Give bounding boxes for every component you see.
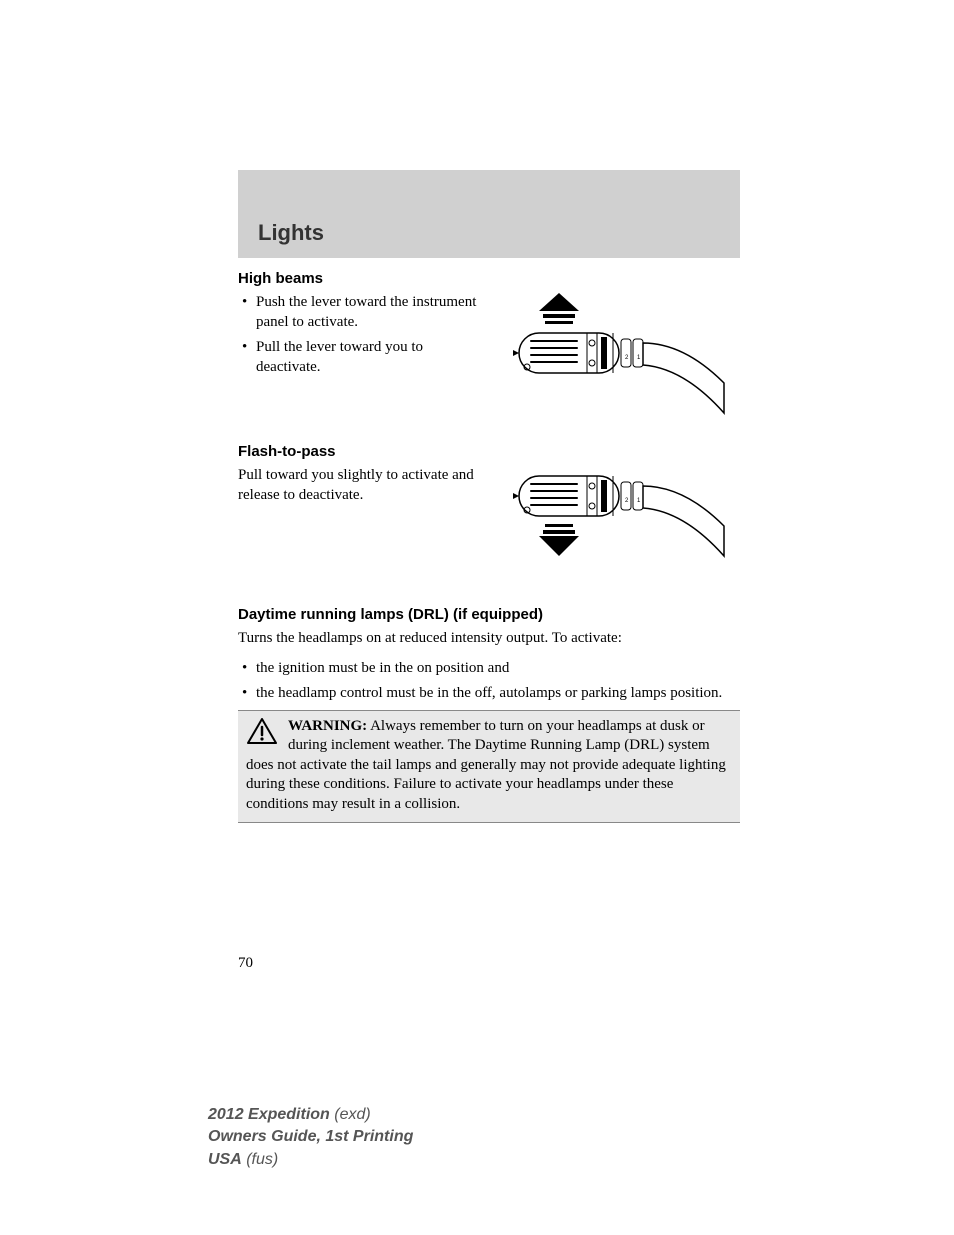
warning-box: WARNING: Always remember to turn on your… [238,710,740,824]
footer-guide: Owners Guide, 1st Printing [208,1128,413,1145]
list-item: the ignition must be in the on position … [238,659,740,679]
flash-to-pass-text-col: Pull toward you slightly to activate and… [238,466,488,586]
high-beams-row: Push the lever toward the instrument pan… [238,293,740,423]
high-beams-heading: High beams [238,270,740,287]
page-content: Lights High beams Push the lever toward … [238,170,740,843]
drl-body: Turns the headlamps on at reduced intens… [238,629,740,649]
high-beams-section: High beams Push the lever toward the ins… [238,270,740,423]
flash-to-pass-body: Pull toward you slightly to activate and… [238,466,488,505]
warning-label: WARNING: [288,718,367,734]
lever-down-diagram: 2 1 [509,466,729,586]
drl-heading: Daytime running lamps (DRL) (if equipped… [238,606,740,623]
list-item: Push the lever toward the instrument pan… [238,293,488,332]
footer-model: 2012 Expedition [208,1106,330,1123]
drl-list: the ignition must be in the on position … [238,659,740,704]
footer-region: USA [208,1151,242,1168]
warning-triangle-icon [246,717,278,752]
page-number: 70 [238,955,253,972]
drl-section: Daytime running lamps (DRL) (if equipped… [238,606,740,823]
section-header-bar: Lights [238,170,740,258]
footer-line-2: Owners Guide, 1st Printing [208,1126,413,1148]
flash-to-pass-diagram-col: 2 1 [498,466,740,586]
high-beams-diagram-col: 2 1 [498,293,740,423]
list-item: Pull the lever toward you to deactivate. [238,338,488,377]
high-beams-text-col: Push the lever toward the instrument pan… [238,293,488,423]
high-beams-list: Push the lever toward the instrument pan… [238,293,488,377]
lever-up-diagram: 2 1 [509,293,729,423]
footer: 2012 Expedition (exd) Owners Guide, 1st … [208,1104,413,1171]
footer-line-1: 2012 Expedition (exd) [208,1104,413,1126]
flash-to-pass-heading: Flash-to-pass [238,443,740,460]
section-title: Lights [258,220,720,246]
footer-line-3: USA (fus) [208,1149,413,1171]
flash-to-pass-row: Pull toward you slightly to activate and… [238,466,740,586]
footer-code-2: (fus) [242,1151,278,1168]
footer-code-1: (exd) [330,1106,371,1123]
list-item: the headlamp control must be in the off,… [238,684,740,704]
flash-to-pass-section: Flash-to-pass Pull toward you slightly t… [238,443,740,586]
